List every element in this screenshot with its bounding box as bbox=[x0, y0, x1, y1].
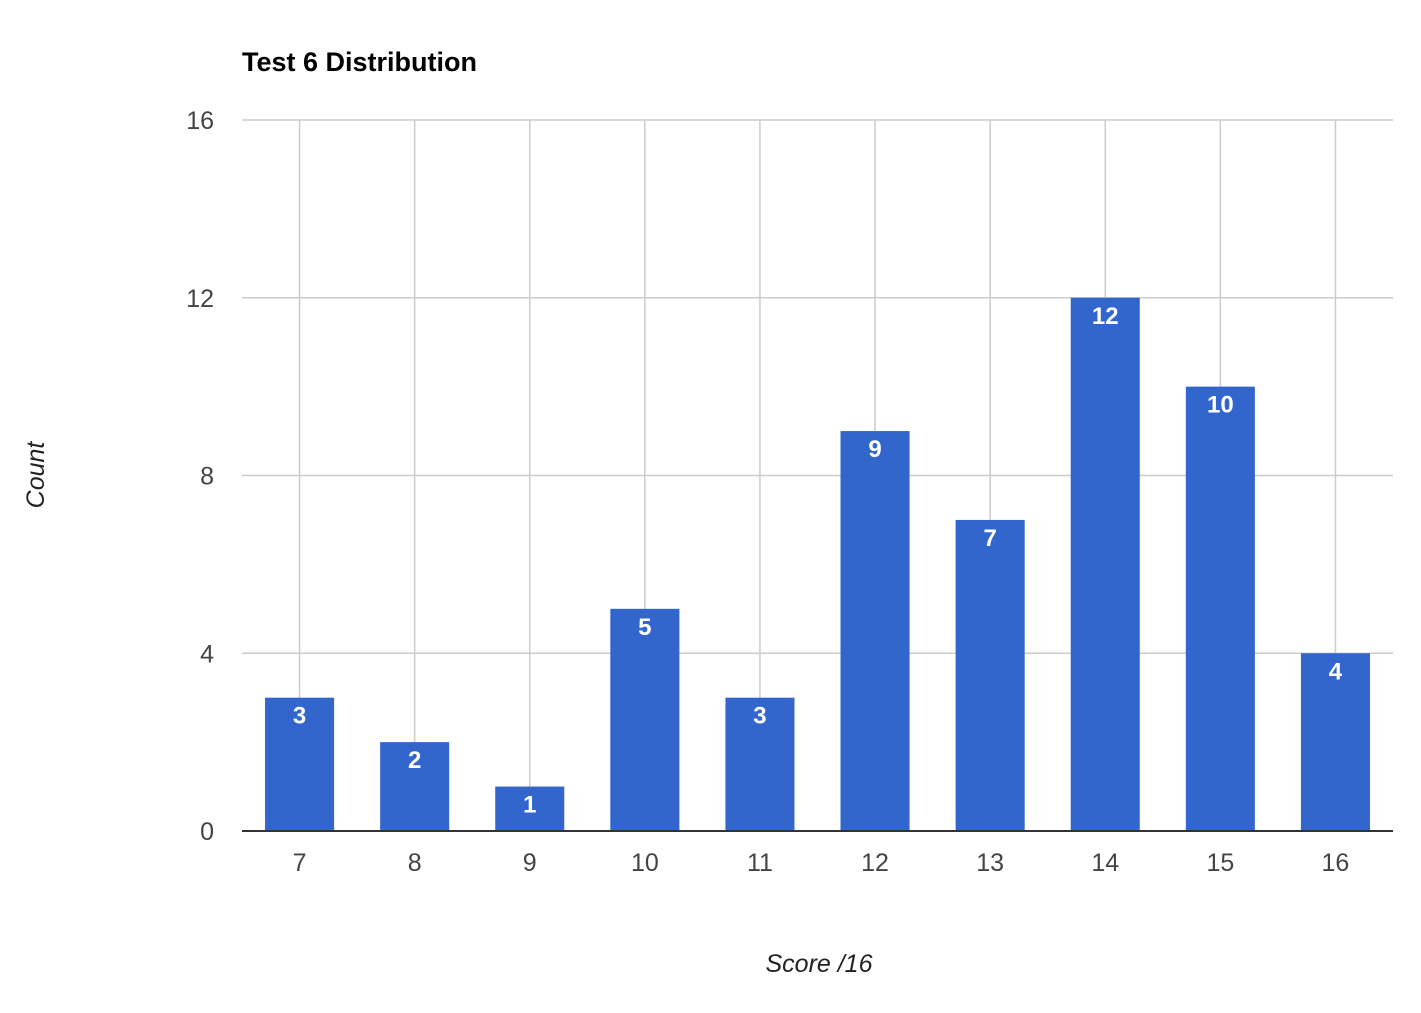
x-tick-label: 11 bbox=[747, 849, 773, 877]
data-label-11: 3 bbox=[753, 703, 766, 730]
data-label-14: 12 bbox=[1092, 303, 1119, 330]
bar-8 bbox=[380, 742, 450, 831]
bar-9 bbox=[495, 786, 565, 831]
x-tick-label: 9 bbox=[523, 849, 537, 877]
data-label-12: 9 bbox=[868, 436, 881, 463]
y-tick-label: 16 bbox=[186, 107, 214, 135]
y-tick-label: 0 bbox=[200, 818, 214, 846]
x-tick-label: 15 bbox=[1206, 849, 1234, 877]
x-tick-label: 13 bbox=[976, 849, 1004, 877]
y-axis-title: Count bbox=[22, 441, 50, 509]
bar-13 bbox=[955, 519, 1025, 831]
x-tick-label: 8 bbox=[408, 849, 422, 877]
x-tick-label: 14 bbox=[1091, 849, 1119, 877]
x-tick-label: 12 bbox=[861, 849, 889, 877]
y-tick-label: 4 bbox=[200, 640, 214, 668]
data-label-10: 5 bbox=[638, 614, 651, 641]
x-tick-label: 16 bbox=[1322, 849, 1350, 877]
data-label-8: 2 bbox=[408, 747, 421, 774]
bar-15 bbox=[1185, 386, 1255, 831]
data-label-7: 3 bbox=[293, 703, 306, 730]
x-axis-title: Score /16 bbox=[765, 950, 872, 978]
bar-12 bbox=[840, 431, 910, 831]
bar-11 bbox=[725, 697, 795, 831]
x-tick-label: 7 bbox=[293, 849, 307, 877]
y-tick-label: 8 bbox=[200, 463, 214, 491]
data-label-16: 4 bbox=[1329, 658, 1343, 685]
x-tick-label: 10 bbox=[631, 849, 659, 877]
data-label-9: 1 bbox=[523, 792, 536, 819]
data-label-15: 10 bbox=[1207, 392, 1234, 419]
bars: 3 2 1 5 3 9 7 12 10 4 bbox=[265, 297, 1370, 831]
bar-14 bbox=[1070, 297, 1140, 831]
x-axis-ticks: 7 8 9 10 11 12 13 14 15 16 bbox=[293, 849, 1350, 877]
bar-7 bbox=[265, 697, 335, 831]
bar-16 bbox=[1300, 653, 1370, 831]
chart-title: Test 6 Distribution bbox=[242, 47, 477, 77]
data-label-13: 7 bbox=[983, 525, 996, 552]
y-tick-label: 12 bbox=[186, 285, 214, 313]
bar-10 bbox=[610, 608, 680, 831]
y-axis-ticks: 0 4 8 12 16 bbox=[186, 107, 214, 846]
